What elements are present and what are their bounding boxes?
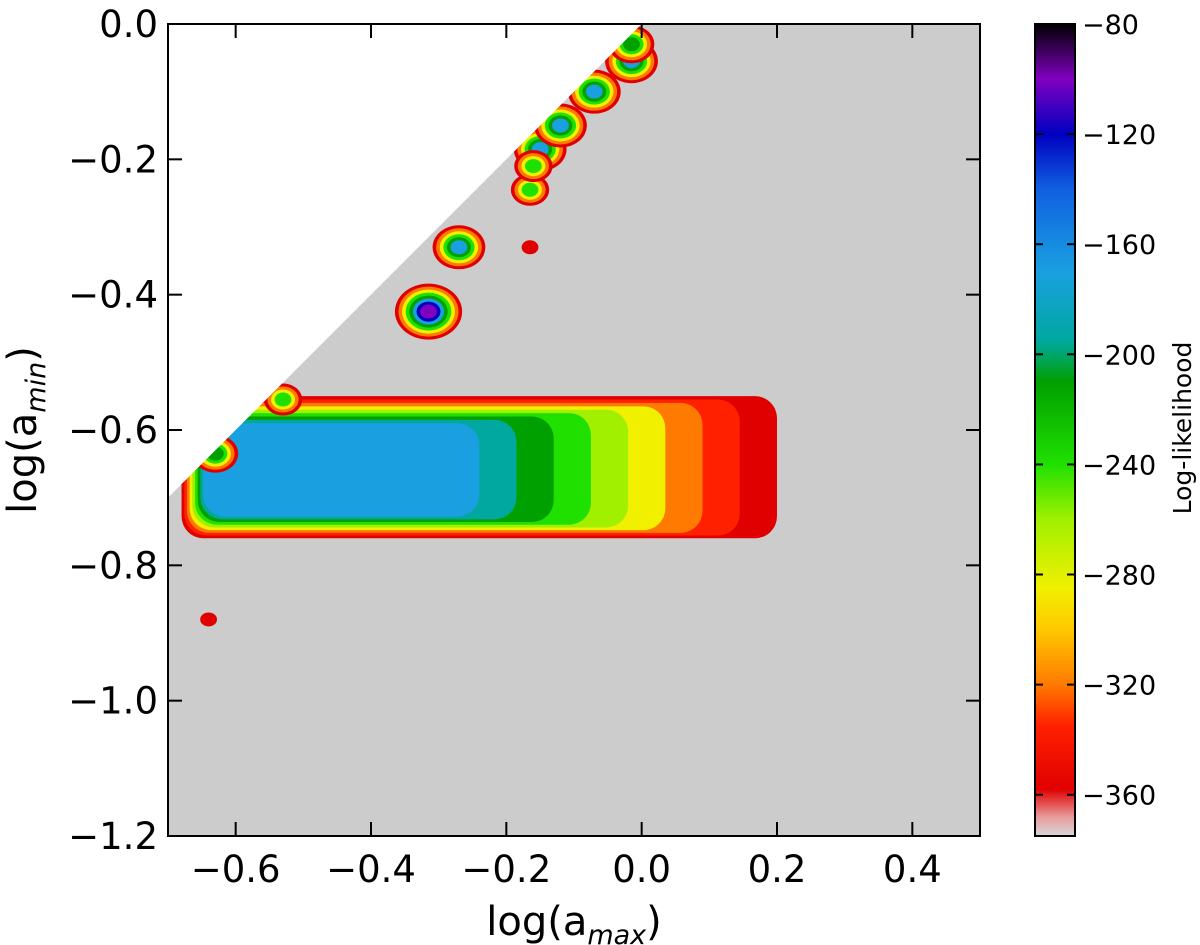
x-axis-title-subscript: max [587, 920, 647, 945]
plot-frame [167, 23, 981, 837]
colorbar-tick-label: −360 [1082, 781, 1156, 812]
colorbar-tick-label: −120 [1082, 120, 1156, 151]
heatmap-peak [450, 240, 468, 255]
excluded-region [168, 24, 642, 498]
y-tick-label: −1.2 [68, 815, 158, 858]
y-axis-ticks: 0.0 −0.2 −0.4 −0.6 −0.8 −1.0 −1.2 [68, 3, 980, 858]
y-tick-label: −0.8 [68, 544, 158, 587]
colorbar-tick-label: −280 [1082, 561, 1156, 592]
colorbar-gradient [1034, 23, 1076, 837]
heatmap-peak [521, 182, 539, 197]
colorbar-label: Log-likelihood [1168, 342, 1197, 515]
x-tick-label: 0.2 [748, 848, 807, 891]
heatmap-contour [203, 423, 480, 517]
colorbar-ticks: −80 −120 −160 −200 −240 −280 −320 −360 [1035, 10, 1156, 812]
x-tick-label: −0.6 [191, 848, 281, 891]
colorbar-tick-label: −80 [1082, 10, 1139, 41]
colorbar-tick-label: −200 [1082, 340, 1156, 371]
y-tick-label: −0.6 [68, 409, 158, 452]
y-tick-label: −0.4 [68, 274, 158, 317]
x-tick-label: 0.0 [612, 848, 671, 891]
y-axis-title: log(amin) [0, 346, 52, 514]
plot-area [168, 24, 980, 836]
heatmap-peak [585, 84, 603, 99]
y-tick-label: −1.0 [68, 680, 158, 723]
heatmap-peak [623, 37, 640, 52]
heatmap-layer [181, 25, 778, 627]
x-axis-ticks: −0.6 −0.4 −0.2 0.0 0.2 0.4 [191, 24, 942, 891]
y-tick-label: −0.2 [68, 138, 158, 181]
x-tick-label: −0.4 [326, 848, 416, 891]
y-axis-title-subscript: min [21, 362, 52, 413]
colorbar-tick-label: −320 [1082, 671, 1156, 702]
heatmap-peak [552, 118, 569, 133]
y-tick-label: 0.0 [99, 3, 158, 46]
x-tick-label: −0.2 [461, 848, 551, 891]
colorbar: −80 −120 −160 −200 −240 −280 −320 −360 Log-like… [1034, 10, 1197, 837]
heatmap-peak [525, 159, 542, 174]
heatmap-peak [420, 304, 437, 319]
colorbar-tick-label: −160 [1082, 230, 1156, 261]
heatmap-peak [521, 240, 539, 255]
x-axis-title: log(amax) [486, 899, 662, 945]
colorbar-tick-label: −240 [1082, 450, 1156, 481]
x-tick-label: 0.4 [883, 848, 942, 891]
heatmap-peak [274, 392, 292, 407]
heatmap-peak [200, 612, 218, 627]
